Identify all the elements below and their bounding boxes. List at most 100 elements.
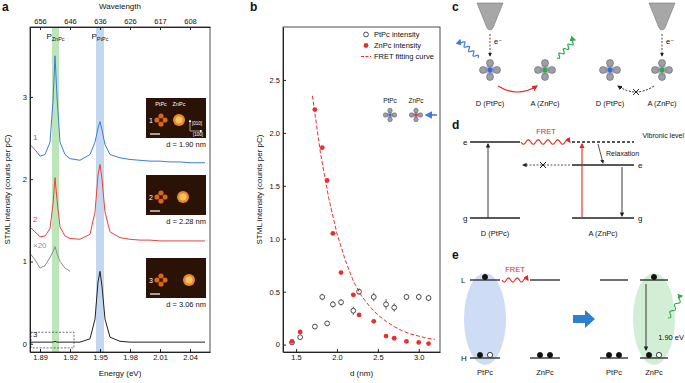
tick-label: 1.92 bbox=[63, 353, 78, 362]
inset-background bbox=[146, 98, 206, 138]
tick-label: 2.01 bbox=[153, 353, 168, 362]
znpc-core bbox=[186, 277, 193, 284]
tick: 1.89 bbox=[33, 349, 48, 362]
molecule-ring bbox=[659, 60, 666, 67]
tick-label: 2.0 bbox=[270, 129, 280, 138]
tick-mark bbox=[283, 186, 286, 187]
fret-wave bbox=[502, 278, 528, 282]
molecule bbox=[383, 108, 397, 122]
tick-mark bbox=[100, 349, 101, 352]
inset-number: 3 bbox=[149, 277, 153, 284]
data-point bbox=[339, 270, 344, 275]
tick: 0.5 bbox=[270, 288, 286, 297]
panel-label: a bbox=[2, 0, 9, 14]
tick-mark bbox=[283, 133, 286, 134]
tick-label: 1.5 bbox=[291, 353, 301, 362]
data-point bbox=[426, 341, 431, 346]
molecule-metal bbox=[607, 67, 612, 72]
plot-area bbox=[290, 96, 435, 346]
data-point bbox=[312, 324, 317, 329]
inset-number: 1 bbox=[149, 117, 153, 124]
relaxation-arrow bbox=[598, 144, 603, 163]
legend-symbol bbox=[364, 32, 369, 37]
ptpc-lobe bbox=[158, 281, 163, 286]
legend: PtPc intensityZnPc intensityFRET fitting… bbox=[361, 30, 434, 61]
ptpc-lobe bbox=[154, 117, 159, 122]
tick-mark bbox=[190, 349, 191, 352]
ptpc-center bbox=[159, 278, 162, 281]
x2-axis-title: Wavelength bbox=[99, 2, 141, 11]
tick-label: 1.95 bbox=[93, 353, 108, 362]
tick-label: 2 bbox=[23, 175, 27, 184]
electron-arrow bbox=[490, 34, 491, 56]
tick: 3 bbox=[23, 93, 33, 102]
hole bbox=[656, 352, 661, 357]
znpc-core bbox=[176, 117, 183, 124]
molecule-metal bbox=[542, 67, 547, 72]
molecule-ring bbox=[652, 67, 659, 74]
data-point bbox=[392, 305, 397, 310]
donor-label: D (PtPc) bbox=[476, 99, 505, 108]
data-point bbox=[351, 292, 356, 297]
tick-mark bbox=[283, 292, 286, 293]
data-point bbox=[325, 321, 330, 326]
tick: 0 bbox=[23, 340, 33, 349]
znpc-blob bbox=[173, 114, 185, 126]
peak-label: PZnPc bbox=[46, 32, 64, 42]
level-label: H bbox=[461, 354, 467, 363]
tick: 617 bbox=[154, 17, 167, 30]
tick: 1.92 bbox=[63, 349, 78, 362]
znpc-blob bbox=[183, 274, 195, 286]
molecule-ring bbox=[535, 67, 542, 74]
tick: 1.0 bbox=[270, 235, 286, 244]
donor-label: D (PtPc) bbox=[596, 99, 625, 108]
panel-e: eLHFRET1.90 eVPtPcZnPcPtPcZnPc bbox=[452, 248, 684, 377]
znpc-core bbox=[180, 194, 187, 201]
tick: 2.5 bbox=[373, 349, 383, 362]
x-axis: 1.52.02.53.0 bbox=[284, 349, 441, 362]
transfer-label: FRET bbox=[536, 127, 556, 136]
data-point bbox=[384, 302, 389, 307]
tick: 656 bbox=[34, 17, 47, 30]
molecule bbox=[652, 60, 673, 81]
tick: 1 bbox=[23, 257, 33, 266]
axis-line bbox=[30, 28, 31, 353]
acceptor-label: A (ZnPc) bbox=[530, 99, 560, 108]
molecule-ring bbox=[383, 113, 388, 118]
relaxation-label: Relaxation bbox=[606, 150, 639, 157]
electron bbox=[537, 352, 542, 357]
tick-label: 3 bbox=[23, 93, 27, 102]
series-label: 2 bbox=[33, 215, 38, 224]
panel-label: e bbox=[452, 248, 459, 262]
inset-molecule-label: PtPc bbox=[383, 97, 397, 104]
spectrum-line bbox=[30, 247, 70, 272]
ptpc-lobe bbox=[162, 194, 167, 199]
data-point bbox=[404, 295, 409, 300]
legend-symbol bbox=[364, 43, 369, 48]
transfer-label: FRET bbox=[505, 265, 525, 274]
tick-label: 1.89 bbox=[33, 353, 48, 362]
tick-label: 0 bbox=[276, 340, 280, 349]
molecule-ring bbox=[542, 74, 549, 81]
inset-background bbox=[146, 258, 206, 298]
tick-mark bbox=[100, 27, 101, 30]
molecule bbox=[600, 60, 621, 81]
tick-mark bbox=[30, 97, 33, 98]
acceptor-label: ZnPc bbox=[645, 368, 663, 377]
scale-bar bbox=[150, 293, 160, 294]
data-point bbox=[357, 313, 362, 318]
vibronic-label: Vibronic level bbox=[642, 132, 684, 139]
level-label: e bbox=[638, 161, 643, 170]
electron bbox=[646, 352, 651, 357]
stm-tip bbox=[477, 3, 503, 30]
peak-label-sub: PtPc bbox=[97, 36, 109, 42]
stm-inset: 1PtPcZnPc[010][100] bbox=[146, 98, 206, 138]
level-label: e bbox=[463, 138, 468, 147]
tick: 2.0 bbox=[270, 129, 286, 138]
x-axis-title: Energy (eV) bbox=[99, 369, 142, 378]
data-point bbox=[298, 335, 303, 340]
data-point bbox=[371, 295, 376, 300]
series-label: 3 bbox=[33, 330, 38, 339]
plot-area bbox=[30, 27, 205, 352]
ptpc-lobe bbox=[158, 121, 163, 126]
